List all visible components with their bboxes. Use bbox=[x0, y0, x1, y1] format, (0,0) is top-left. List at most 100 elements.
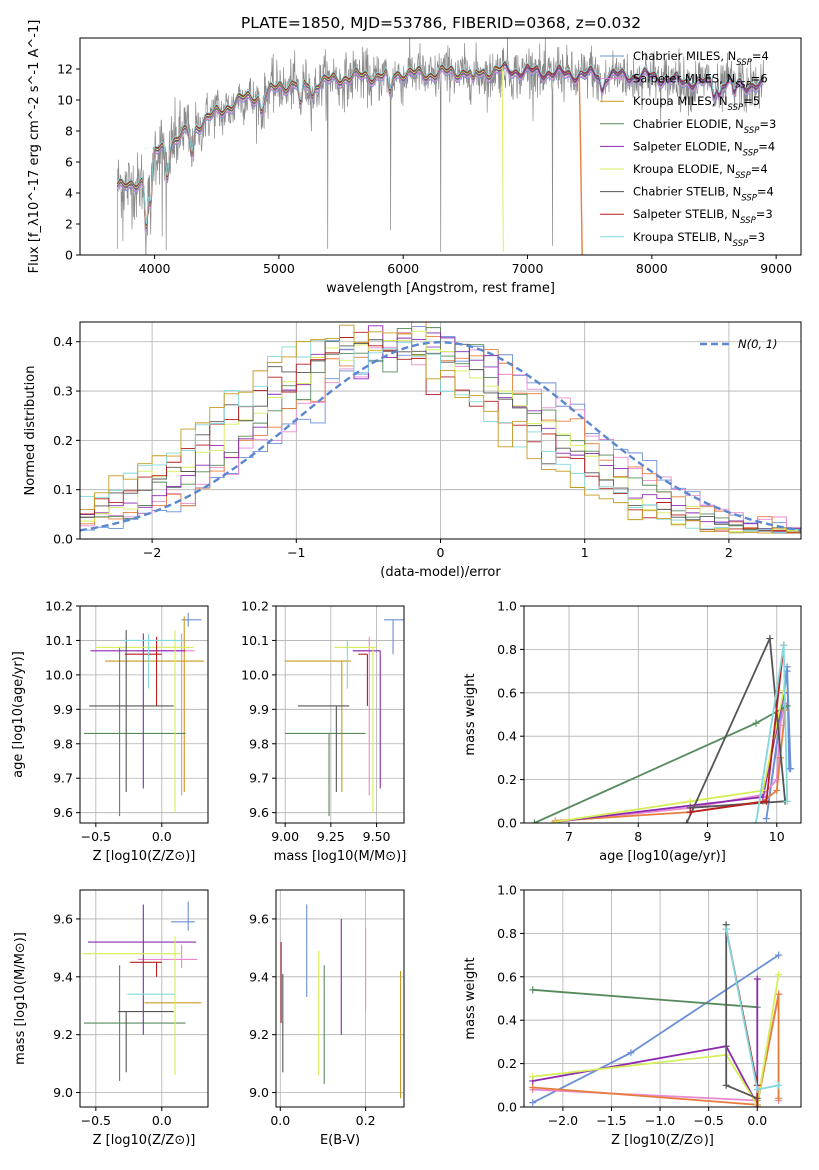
histogram-chabrier-elodie bbox=[80, 327, 801, 539]
y-tick-label: 9.7 bbox=[249, 771, 269, 786]
weight-point bbox=[780, 687, 788, 695]
weight-point bbox=[775, 990, 783, 998]
errorbar-chabrier-stelib bbox=[297, 705, 350, 792]
data-spectrum bbox=[116, 38, 765, 255]
legend-tail: =4 bbox=[757, 185, 774, 199]
y-tick-label: 4 bbox=[65, 186, 73, 201]
legend-tail: =4 bbox=[751, 162, 768, 176]
legend-label: Salpeter ELODIE, NSSP=4 bbox=[633, 139, 775, 158]
errorbar-chabrier-miles bbox=[383, 619, 404, 655]
legend-label: Kroupa MILES, NSSP=5 bbox=[633, 94, 760, 113]
legend-tail: =4 bbox=[752, 49, 769, 63]
x-tick-label: 8000 bbox=[636, 261, 668, 276]
axes-frame bbox=[523, 889, 802, 1108]
legend-tail: =4 bbox=[758, 139, 775, 153]
x-tick-label: 9 bbox=[704, 829, 712, 844]
axes-frame bbox=[79, 37, 802, 256]
mass_vs_ebv-panel: 0.0 0.2 9.0 9.2 9.4 9.6 E(B-V) bbox=[249, 889, 405, 1148]
histogram-extra bbox=[80, 324, 801, 539]
legend-label: Chabrier MILES, NSSP=4 bbox=[633, 49, 769, 68]
model-spectrum-kroupa-stelib bbox=[116, 60, 764, 225]
legend-label: Salpeter STELIB, NSSP=3 bbox=[633, 207, 773, 226]
x-tick-label: 1 bbox=[581, 545, 589, 560]
x-tick-label: 0.0 bbox=[152, 829, 172, 844]
y-tick-label: 9.6 bbox=[53, 911, 73, 926]
weight-point bbox=[773, 786, 781, 794]
y-tick-label: 9.0 bbox=[53, 1085, 73, 1100]
x-axis-label: mass [log10(M/M⊙)] bbox=[274, 849, 407, 864]
weight-point bbox=[529, 1099, 537, 1107]
legend-tail: =3 bbox=[748, 230, 765, 244]
x-tick-label: 6000 bbox=[387, 261, 419, 276]
weight-point bbox=[686, 808, 694, 816]
y-tick-label: 10.2 bbox=[241, 599, 269, 614]
x-tick-label: 9.50 bbox=[363, 829, 391, 844]
weight-point bbox=[766, 635, 774, 643]
legend-base: Chabrier ELODIE, N bbox=[633, 117, 744, 131]
legend-base: Chabrier STELIB, N bbox=[633, 185, 741, 199]
x-tick-label: 9.00 bbox=[271, 829, 299, 844]
weight-series-kroupa-stelib bbox=[725, 928, 779, 1091]
errorbar-salpeter-elodie bbox=[352, 650, 381, 789]
errorbar-chabrier-stelib bbox=[89, 630, 174, 792]
x-tick-label: −2 bbox=[143, 545, 161, 560]
y-tick-label: 10 bbox=[57, 93, 73, 108]
y-tick-label: 10.0 bbox=[241, 667, 269, 682]
weight_vs_Z-panel: −2.0 −1.5 −1.0 −0.5 0.0 0.0 0.2 0.4 0.6 0.8 1.0 Z [… bbox=[463, 883, 802, 1148]
errorbar-kroupa-miles bbox=[105, 616, 205, 792]
x-tick-label: −1 bbox=[287, 545, 305, 560]
panels: 4000 5000 6000 7000 8000 9000024681012wavelen… bbox=[11, 20, 802, 1148]
errorbar-salpeter-elodie bbox=[90, 633, 186, 789]
y-tick-label: 0.4 bbox=[497, 729, 517, 744]
legend-sub: SSP bbox=[741, 194, 757, 204]
weight-series-salpeter-miles bbox=[555, 703, 786, 823]
x-tick-label: 5000 bbox=[263, 261, 295, 276]
legend-label: N(0, 1) bbox=[738, 337, 778, 351]
y-tick-label: 9.2 bbox=[249, 1027, 269, 1042]
legend-base: Salpeter STELIB, N bbox=[633, 207, 740, 221]
x-axis-label: (data-model)/error bbox=[380, 565, 501, 580]
x-tick-label: 8 bbox=[634, 829, 642, 844]
y-tick-label: 0.3 bbox=[53, 384, 73, 399]
y-tick-label: 9.6 bbox=[249, 911, 269, 926]
legend-sub: SSP bbox=[743, 148, 759, 158]
weight-point bbox=[686, 797, 694, 805]
axes-frame bbox=[79, 605, 209, 824]
weight-point bbox=[752, 819, 760, 823]
residuals-plot-area bbox=[80, 322, 801, 539]
weight-series-kroupa-miles bbox=[532, 994, 780, 1106]
x-tick-label: 7000 bbox=[512, 261, 544, 276]
weight-series-kroupa-elodie bbox=[555, 690, 785, 823]
legend-tail: =5 bbox=[743, 94, 760, 108]
weight-point bbox=[762, 797, 770, 805]
errorbar-kroupa-elodie bbox=[82, 936, 181, 1076]
y-tick-label: 0.8 bbox=[497, 926, 517, 941]
y-tick-label: 0.2 bbox=[497, 1056, 517, 1071]
y-axis-label: Flux [f_λ10^-17 erg cm^-2 s^-1 A^-1] bbox=[27, 20, 42, 274]
legend-label: Kroupa STELIB, NSSP=3 bbox=[633, 230, 765, 249]
weight_vs_age-plot-area bbox=[530, 635, 795, 823]
y-tick-label: 9.7 bbox=[53, 771, 73, 786]
weight-point bbox=[529, 986, 537, 994]
weight-point bbox=[722, 925, 730, 933]
age_vs_Z-plot-area bbox=[83, 612, 205, 817]
errorbar-kroupa-elodie bbox=[95, 630, 194, 813]
weight_vs_Z-plot-area bbox=[529, 921, 783, 1107]
x-tick-label: −1.5 bbox=[596, 1113, 626, 1128]
weight-series-salpeter-elodie bbox=[532, 979, 759, 1106]
weight-series-chabrier-elodie bbox=[532, 988, 758, 1009]
y-tick-label: 10.0 bbox=[45, 667, 73, 682]
weight-point bbox=[752, 719, 760, 727]
y-tick-label: 0.0 bbox=[497, 816, 517, 831]
x-tick-label: −0.5 bbox=[693, 1113, 723, 1128]
legend-label: Chabrier ELODIE, NSSP=3 bbox=[633, 117, 776, 136]
x-tick-label: −1.0 bbox=[645, 1113, 675, 1128]
y-tick-label: 1.0 bbox=[497, 599, 517, 614]
y-tick-label: 9.6 bbox=[53, 805, 73, 820]
mass_vs_Z-plot-area bbox=[82, 901, 202, 1081]
x-axis-label: age [log10(age/yr)] bbox=[599, 849, 726, 864]
gaussian-curve bbox=[80, 340, 801, 532]
y-tick-label: 10.2 bbox=[45, 599, 73, 614]
y-tick-label: 6 bbox=[65, 155, 73, 170]
